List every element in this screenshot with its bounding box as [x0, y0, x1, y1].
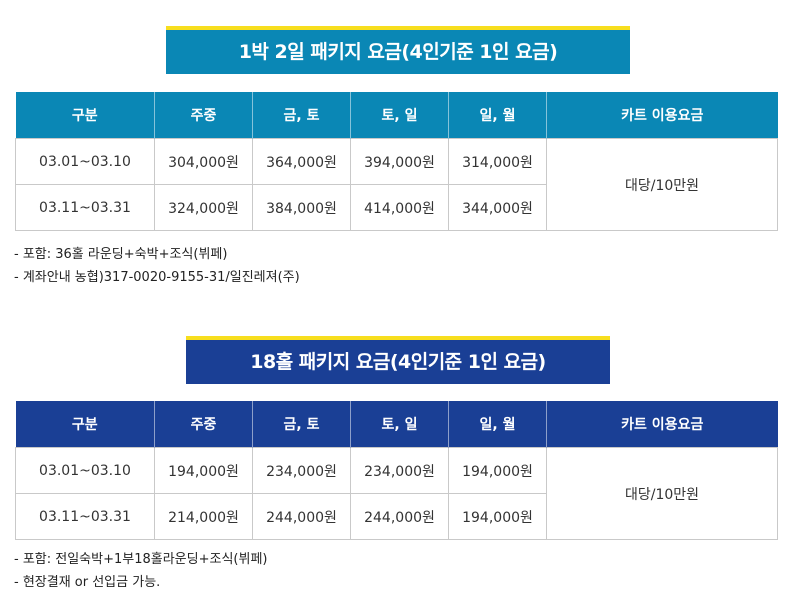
note-included: - 포함: 전일숙박+1부18홀라운딩+조식(뷔페)	[14, 552, 268, 567]
header-cart-fee: 카트 이용요금	[546, 92, 778, 139]
table-header-row: 구분 주중 금, 토 토, 일 일, 월 카트 이용요금	[15, 401, 778, 448]
section1-notes: - 포함: 36홀 라운딩+숙박+조식(뷔페) - 계좌안내 농협)317-00…	[14, 243, 300, 289]
note-payment: - 현장결재 or 선입금 가능.	[14, 575, 161, 590]
price-cell: 194,000원	[154, 447, 253, 494]
section1-title: 1박 2일 패키지 요금(4인기준 1인 요금)	[166, 26, 630, 74]
header-category: 구분	[15, 92, 155, 139]
header-sat-sun: 토, 일	[350, 401, 449, 448]
package-price-table-1n2d: 구분 주중 금, 토 토, 일 일, 월 카트 이용요금 03.01~03.10…	[15, 92, 778, 231]
cart-fee-cell: 대당/10만원	[546, 447, 778, 540]
price-cell: 234,000원	[350, 447, 449, 494]
period-cell: 03.01~03.10	[15, 138, 155, 185]
price-cell: 194,000원	[448, 493, 547, 540]
header-sun-mon: 일, 월	[448, 92, 547, 139]
header-cart-fee: 카트 이용요금	[546, 401, 778, 448]
cart-fee-cell: 대당/10만원	[546, 138, 778, 231]
price-cell: 214,000원	[154, 493, 253, 540]
price-cell: 394,000원	[350, 138, 449, 185]
price-cell: 244,000원	[350, 493, 449, 540]
header-fri-sat: 금, 토	[252, 92, 351, 139]
header-sun-mon: 일, 월	[448, 401, 547, 448]
period-cell: 03.01~03.10	[15, 447, 155, 494]
price-cell: 324,000원	[154, 184, 253, 231]
note-account: - 계좌안내 농협)317-0020-9155-31/일진레져(주)	[14, 270, 300, 285]
table-row: 03.01~03.10 194,000원 234,000원 234,000원 1…	[15, 447, 778, 540]
price-cell: 364,000원	[252, 138, 351, 185]
price-cell: 194,000원	[448, 447, 547, 494]
header-sat-sun: 토, 일	[350, 92, 449, 139]
price-cell: 234,000원	[252, 447, 351, 494]
note-included: - 포함: 36홀 라운딩+숙박+조식(뷔페)	[14, 247, 228, 262]
price-cell: 414,000원	[350, 184, 449, 231]
period-cell: 03.11~03.31	[15, 184, 155, 231]
package-price-table-18hole: 구분 주중 금, 토 토, 일 일, 월 카트 이용요금 03.01~03.10…	[15, 401, 778, 540]
section2-title: 18홀 패키지 요금(4인기준 1인 요금)	[186, 336, 610, 384]
table-row: 03.11~03.31 214,000원 244,000원 244,000원 1…	[15, 493, 778, 540]
price-cell: 384,000원	[252, 184, 351, 231]
period-cell: 03.11~03.31	[15, 493, 155, 540]
header-category: 구분	[15, 401, 155, 448]
header-weekday: 주중	[154, 401, 253, 448]
header-weekday: 주중	[154, 92, 253, 139]
table-row: 03.01~03.10 304,000원 364,000원 394,000원 3…	[15, 138, 778, 231]
price-cell: 244,000원	[252, 493, 351, 540]
price-cell: 314,000원	[448, 138, 547, 185]
section2-notes: - 포함: 전일숙박+1부18홀라운딩+조식(뷔페) - 현장결재 or 선입금…	[14, 548, 267, 594]
price-cell: 304,000원	[154, 138, 253, 185]
table-header-row: 구분 주중 금, 토 토, 일 일, 월 카트 이용요금	[15, 92, 778, 139]
table-row: 03.11~03.31 324,000원 384,000원 414,000원 3…	[15, 184, 778, 231]
price-cell: 344,000원	[448, 184, 547, 231]
header-fri-sat: 금, 토	[252, 401, 351, 448]
